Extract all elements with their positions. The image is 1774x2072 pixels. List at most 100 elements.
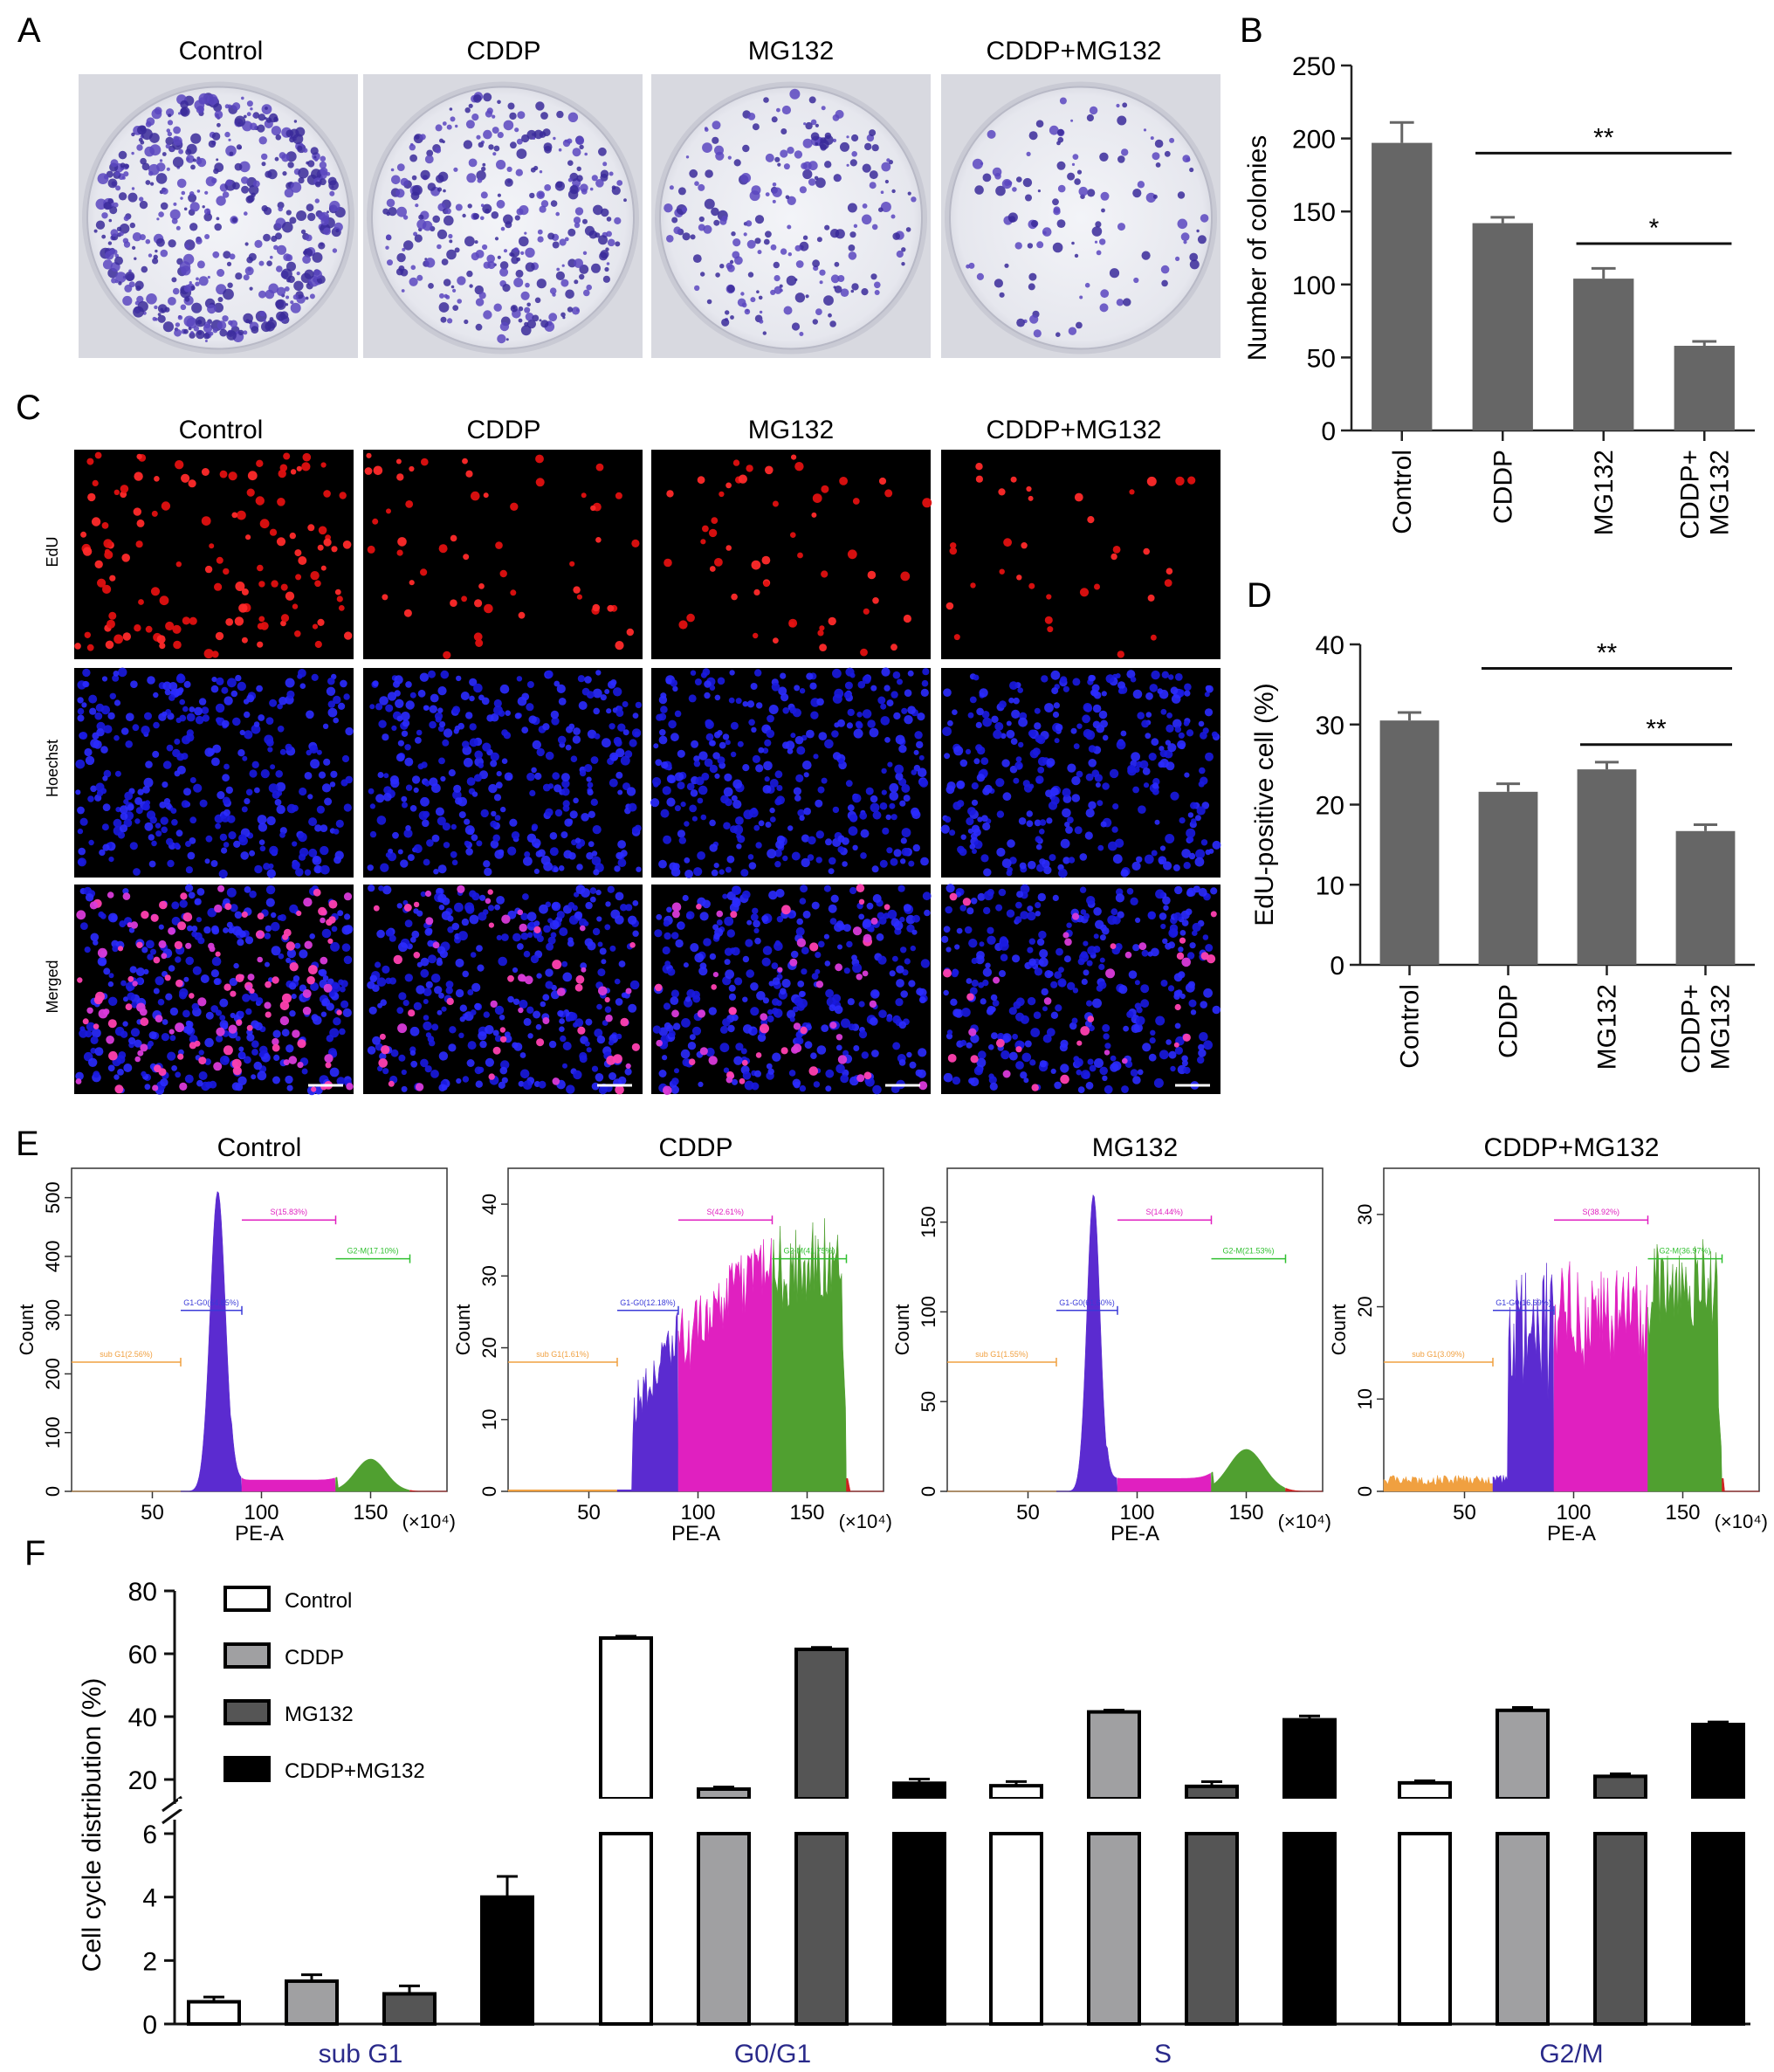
nucleus-dot [1132,1076,1141,1084]
nucleus-dot [1028,958,1036,967]
edu-dot [800,1026,808,1035]
edu-dot [249,988,255,994]
y-tick-label: 80 [128,1578,157,1607]
colony-dot [449,239,453,244]
panel-a-title-mg132: MG132 [748,37,834,65]
colony-dot [830,274,840,284]
nucleus-dot [899,800,906,807]
colony-dot [222,191,230,198]
edu-dot [138,599,144,605]
nucleus-dot [216,717,222,723]
edu-dot [272,1037,279,1046]
edu-dot [450,599,457,607]
nucleus-dot [166,837,174,846]
colony-dot [1028,272,1037,281]
edu-dot [373,905,380,912]
nucleus-dot [728,697,735,704]
edu-dot [182,912,193,922]
nucleus-dot [306,710,314,719]
nucleus-dot [113,1074,120,1080]
nucleus-dot [941,935,949,943]
edu-dot [320,956,328,965]
colony-dot [204,234,210,239]
edu-dot [342,540,352,549]
edu-dot [302,452,312,462]
edu-dot [106,1036,114,1044]
edu-dot [1110,943,1117,949]
colony-dot [125,272,135,281]
colony-dot [874,290,880,295]
nucleus-dot [253,721,260,727]
edu-dot [678,620,688,630]
colony-dot [905,227,911,232]
nucleus-dot [703,938,712,947]
nucleus-dot [469,738,478,747]
nucleus-dot [776,795,785,805]
nucleus-dot [629,980,640,990]
nucleus-dot [437,864,447,874]
edu-dot [852,926,863,936]
nucleus-dot [1159,1050,1169,1060]
nucleus-dot [903,795,911,802]
colony-dot [266,260,272,267]
nucleus-dot [952,802,962,810]
micrograph-tile [74,450,354,659]
edu-dot [998,488,1006,496]
edu-dot [278,469,286,478]
colony-dot [1189,252,1199,262]
bar-lower-segment [697,1832,751,2026]
nucleus-dot [174,770,181,777]
nucleus-dot [114,1026,125,1036]
edu-dot [1164,579,1172,587]
colony-dot [786,275,797,286]
nucleus-dot [597,968,606,977]
nucleus-dot [849,672,856,678]
nucleus-dot [1194,857,1205,867]
colony-dot [307,212,316,222]
nucleus-dot [388,977,396,985]
y-tick-label: 200 [1292,126,1336,155]
nucleus-dot [246,1033,255,1042]
nucleus-dot [594,1029,603,1037]
bar [285,1979,339,2026]
colony-dot [815,177,826,189]
colony-dot [734,256,743,265]
nucleus-dot [409,805,417,812]
edu-dot [175,979,183,988]
y-tick-label: 20 [478,1337,500,1358]
nucleus-dot [787,1009,796,1019]
edu-dot [172,624,182,634]
edu-dot [753,632,759,639]
colony-dot [169,209,181,220]
nucleus-dot [341,943,351,952]
nucleus-dot [789,706,797,714]
nucleus-dot [409,692,416,699]
nucleus-dot [161,1033,169,1042]
nucleus-dot [1159,749,1168,758]
panel-c-edu-staining: Control CDDP MG132 CDDP+MG132 EdU Hoechs… [44,416,1221,1096]
edu-dot [107,1019,117,1029]
nucleus-dot [233,840,241,849]
edu-dot [1060,1074,1069,1084]
y-tick-label: 200 [42,1358,64,1390]
colony-dot [450,116,456,122]
edu-dot [235,974,244,982]
colony-dot [1055,332,1061,338]
colony-dot [298,168,309,179]
colony-dot [692,254,702,263]
edu-dot [708,1056,718,1065]
nucleus-dot [455,988,464,998]
nucleus-dot [335,819,344,829]
nucleus-dot [1052,894,1059,901]
nucleus-dot [401,1085,408,1092]
nucleus-dot [920,857,929,866]
nucleus-dot [452,790,462,800]
edu-dot [878,477,887,485]
nucleus-dot [726,855,735,864]
nucleus-dot [756,702,763,709]
nucleus-dot [1055,1004,1062,1012]
nucleus-dot [147,953,154,960]
colony-dot [172,156,184,168]
colony-dot [411,175,417,181]
nucleus-dot [442,739,450,747]
